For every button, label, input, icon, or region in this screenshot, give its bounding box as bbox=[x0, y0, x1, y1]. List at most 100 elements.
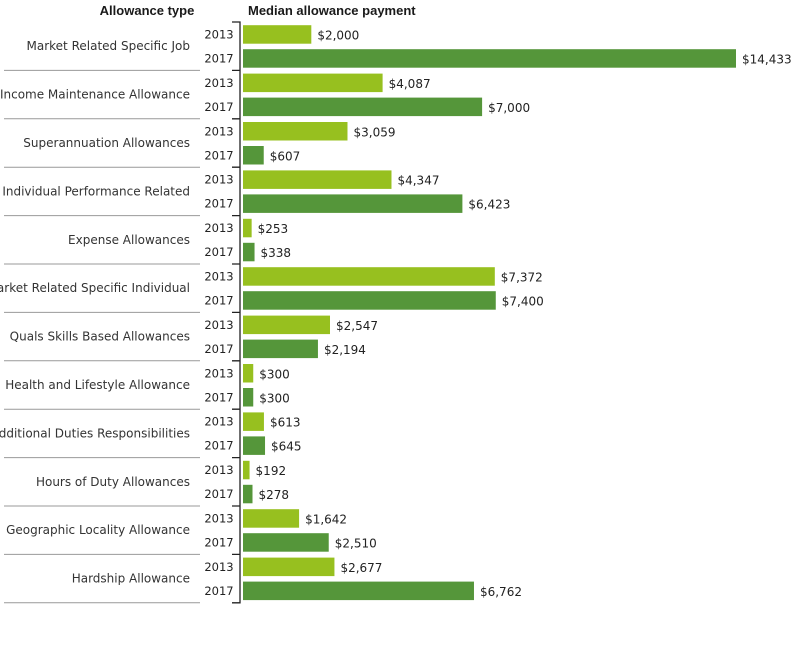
category-label: Quals Skills Based Allowances bbox=[10, 330, 190, 344]
category-group-hours-of-duty-allowances: Hours of Duty Allowances 2013 $192 2017 $278 bbox=[4, 460, 289, 507]
bar-market-related-specific-individual-2013 bbox=[243, 267, 495, 286]
bar-health-and-lifestyle-allowance-2017 bbox=[243, 388, 254, 407]
bar-income-maintenance-allowance-2013 bbox=[243, 73, 383, 93]
value-label-hours-of-duty-allowances-2013: $192 bbox=[256, 464, 287, 478]
category-label: Superannuation Allowances bbox=[23, 136, 190, 150]
bar-hours-of-duty-allowances-2013 bbox=[243, 460, 250, 480]
bar-hours-of-duty-allowances-2017 bbox=[243, 484, 253, 504]
category-group-income-maintenance-allowance: Income Maintenance Allowance 2013 $4,087 20… bbox=[0, 73, 530, 120]
category-label: Expense Allowances bbox=[68, 233, 190, 247]
bar-market-related-specific-individual-2017 bbox=[243, 291, 496, 310]
category-group-market-related-specific-job: Market Related Specific Job 2013 $2,000 201… bbox=[4, 25, 792, 71]
year-label-2017: 2017 bbox=[204, 51, 233, 65]
year-label-2013: 2013 bbox=[204, 173, 233, 187]
value-label-individual-performance-related-2013: $4,347 bbox=[397, 174, 439, 188]
value-label-superannuation-allowances-2017: $607 bbox=[270, 149, 301, 163]
bar-expense-allowances-2013 bbox=[243, 218, 252, 238]
value-label-quals-skills-based-allowances-2013: $2,547 bbox=[336, 319, 378, 333]
value-label-geographic-locality-allowance-2017: $2,510 bbox=[335, 536, 377, 550]
value-label-geographic-locality-allowance-2013: $1,642 bbox=[305, 512, 347, 526]
value-label-hardship-allowance-2017: $6,762 bbox=[480, 585, 522, 599]
year-label-2013: 2013 bbox=[204, 221, 233, 235]
year-label-2017: 2017 bbox=[204, 197, 233, 211]
bar-superannuation-allowances-2013 bbox=[243, 122, 348, 141]
value-label-expense-allowances-2013: $253 bbox=[258, 222, 289, 236]
category-group-additional-duties-responsibilities: Additional Duties Responsibilities 2013 $6… bbox=[0, 412, 302, 459]
category-group-market-related-specific-individual: Market Related Specific Individual 2013 $7… bbox=[0, 267, 544, 313]
bar-income-maintenance-allowance-2017 bbox=[243, 97, 483, 117]
category-label: Market Related Specific Individual bbox=[0, 281, 190, 295]
category-group-individual-performance-related: Individual Performance Related 2013 $4,347… bbox=[2, 170, 510, 217]
value-label-additional-duties-responsibilities-2017: $645 bbox=[271, 440, 302, 454]
year-label-2017: 2017 bbox=[204, 342, 233, 356]
category-header: Allowance type bbox=[100, 3, 195, 18]
year-label-2013: 2013 bbox=[204, 76, 233, 90]
category-label: Market Related Specific Job bbox=[27, 39, 190, 53]
year-label-2013: 2013 bbox=[204, 318, 233, 332]
year-label-2013: 2013 bbox=[204, 124, 233, 138]
value-label-quals-skills-based-allowances-2017: $2,194 bbox=[324, 343, 366, 357]
value-label-health-and-lifestyle-allowance-2017: $300 bbox=[259, 391, 290, 405]
bar-market-related-specific-job-2017 bbox=[243, 49, 736, 68]
bar-market-related-specific-job-2013 bbox=[243, 25, 312, 44]
category-label: Income Maintenance Allowance bbox=[0, 88, 190, 102]
bar-individual-performance-related-2017 bbox=[243, 194, 463, 213]
year-label-2013: 2013 bbox=[204, 463, 233, 477]
value-label-market-related-specific-individual-2017: $7,400 bbox=[502, 294, 544, 308]
category-group-health-and-lifestyle-allowance: Health and Lifestyle Allowance 2013 $300 20… bbox=[4, 364, 290, 410]
category-label: Hardship Allowance bbox=[72, 572, 190, 586]
year-axis-bracket bbox=[232, 21, 241, 604]
value-label-hardship-allowance-2013: $2,677 bbox=[340, 561, 382, 575]
year-label-2017: 2017 bbox=[204, 487, 233, 501]
category-group-geographic-locality-allowance: Geographic Locality Allowance 2013 $1,642 2… bbox=[4, 509, 377, 555]
value-label-individual-performance-related-2017: $6,423 bbox=[468, 198, 510, 212]
chart-rows: Market Related Specific Job 2013 $2,000 201… bbox=[0, 25, 792, 604]
bar-quals-skills-based-allowances-2017 bbox=[243, 339, 318, 359]
category-label: Geographic Locality Allowance bbox=[6, 523, 190, 537]
year-label-2013: 2013 bbox=[204, 27, 233, 41]
category-group-superannuation-allowances: Superannuation Allowances 2013 $3,059 2017 $… bbox=[4, 122, 395, 168]
value-label-health-and-lifestyle-allowance-2013: $300 bbox=[259, 367, 290, 381]
category-label: Individual Performance Related bbox=[2, 184, 190, 198]
bar-additional-duties-responsibilities-2017 bbox=[243, 436, 266, 455]
bar-individual-performance-related-2013 bbox=[243, 170, 392, 189]
value-label-superannuation-allowances-2013: $3,059 bbox=[353, 125, 395, 139]
year-label-2013: 2013 bbox=[204, 560, 233, 574]
year-label-2013: 2013 bbox=[204, 366, 233, 380]
category-label: Health and Lifestyle Allowance bbox=[5, 378, 190, 392]
bar-health-and-lifestyle-allowance-2013 bbox=[243, 364, 254, 383]
bar-superannuation-allowances-2017 bbox=[243, 146, 264, 165]
bar-hardship-allowance-2013 bbox=[243, 557, 335, 577]
year-label-2017: 2017 bbox=[204, 293, 233, 307]
year-label-2017: 2017 bbox=[204, 148, 233, 162]
bar-quals-skills-based-allowances-2013 bbox=[243, 315, 330, 335]
category-label: Additional Duties Responsibilities bbox=[0, 426, 190, 440]
bar-expense-allowances-2017 bbox=[243, 242, 255, 262]
year-label-2013: 2013 bbox=[204, 415, 233, 429]
category-label: Hours of Duty Allowances bbox=[36, 475, 190, 489]
value-label-income-maintenance-allowance-2013: $4,087 bbox=[389, 77, 431, 91]
year-label-2017: 2017 bbox=[204, 390, 233, 404]
value-label-market-related-specific-job-2013: $2,000 bbox=[317, 28, 359, 42]
value-label-expense-allowances-2017: $338 bbox=[261, 246, 292, 260]
category-group-hardship-allowance: Hardship Allowance 2013 $2,677 2017 $6,762 bbox=[4, 557, 522, 604]
year-label-2017: 2017 bbox=[204, 535, 233, 549]
year-label-2017: 2017 bbox=[204, 439, 233, 453]
year-label-2013: 2013 bbox=[204, 269, 233, 283]
value-label-hours-of-duty-allowances-2017: $278 bbox=[258, 488, 289, 502]
year-label-2017: 2017 bbox=[204, 584, 233, 598]
category-group-expense-allowances: Expense Allowances 2013 $253 2017 $338 bbox=[4, 218, 292, 265]
value-label-additional-duties-responsibilities-2013: $613 bbox=[270, 416, 301, 430]
value-header: Median allowance payment bbox=[248, 3, 416, 18]
bar-geographic-locality-allowance-2013 bbox=[243, 509, 300, 528]
value-label-income-maintenance-allowance-2017: $7,000 bbox=[488, 101, 530, 115]
bar-additional-duties-responsibilities-2013 bbox=[243, 412, 264, 431]
value-label-market-related-specific-individual-2013: $7,372 bbox=[501, 270, 543, 284]
year-label-2013: 2013 bbox=[204, 511, 233, 525]
value-label-market-related-specific-job-2017: $14,433 bbox=[742, 52, 792, 66]
year-label-2017: 2017 bbox=[204, 245, 233, 259]
bar-geographic-locality-allowance-2017 bbox=[243, 533, 329, 552]
year-label-2017: 2017 bbox=[204, 100, 233, 114]
bar-hardship-allowance-2017 bbox=[243, 581, 474, 601]
